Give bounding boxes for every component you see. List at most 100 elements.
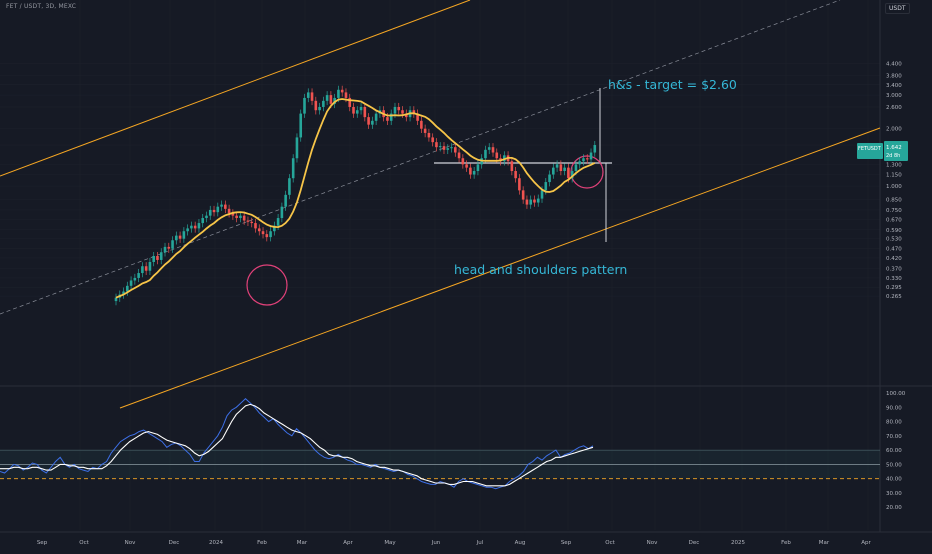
candle-body bbox=[333, 97, 336, 104]
candle-body bbox=[250, 221, 254, 224]
candle-body bbox=[220, 204, 223, 207]
price-tick-label: 0.670 bbox=[886, 217, 902, 223]
grid bbox=[0, 0, 932, 533]
candle-body bbox=[144, 266, 148, 271]
candle-body bbox=[465, 164, 468, 168]
price-tick-label: 1.300 bbox=[886, 162, 902, 168]
time-tick-label: Feb bbox=[781, 540, 791, 546]
candle-body bbox=[175, 235, 178, 241]
rsi-tick-label: 70.00 bbox=[886, 434, 902, 440]
support-circle bbox=[246, 264, 288, 306]
candle-body bbox=[442, 146, 446, 150]
target-annotation: h&s - target = $2.60 bbox=[608, 77, 737, 92]
candle-body bbox=[427, 132, 431, 138]
rsi-tick-label: 80.00 bbox=[886, 420, 902, 426]
time-tick-label: Mar bbox=[819, 540, 830, 546]
price-tick-label: 0.530 bbox=[886, 237, 902, 243]
price-tick-label: 0.470 bbox=[886, 247, 902, 253]
candle-body bbox=[559, 164, 563, 172]
candle-body bbox=[510, 161, 514, 172]
candle-body bbox=[265, 234, 269, 238]
time-axis: Sep Oct Nov Dec 2024 Feb Mar Apr May Jun Jul Aug Sep… bbox=[37, 540, 872, 546]
time-tick-label: Jun bbox=[431, 540, 441, 546]
candle-body bbox=[152, 256, 155, 262]
candle-body bbox=[574, 164, 578, 172]
last-price-tag: FETUSDT 1.642 2d 8h bbox=[857, 141, 908, 161]
candle-body bbox=[269, 231, 272, 238]
candle-body bbox=[389, 113, 393, 121]
channel-upper-line bbox=[0, 0, 471, 177]
candle-body bbox=[216, 206, 220, 213]
candle-body bbox=[137, 273, 140, 278]
candle-body bbox=[555, 164, 559, 168]
candle-body bbox=[461, 158, 465, 165]
time-tick-label: Jul bbox=[476, 540, 484, 546]
candle-body bbox=[163, 246, 167, 253]
candle-body bbox=[367, 117, 370, 125]
candle-body bbox=[420, 120, 423, 129]
price-label-value: 1.642 bbox=[886, 145, 902, 151]
pattern-annotation: head and shoulders pattern bbox=[454, 262, 627, 277]
candle-body bbox=[254, 223, 257, 229]
channel-lower-line bbox=[119, 127, 881, 409]
time-tick-label: 2025 bbox=[731, 540, 745, 546]
candle-body bbox=[348, 97, 352, 107]
symbol-title[interactable]: FET / USDT, 3D, MEXC bbox=[6, 3, 77, 10]
candle-body bbox=[322, 100, 325, 107]
candle-body bbox=[495, 152, 499, 159]
candle-body bbox=[114, 297, 118, 302]
candle-body bbox=[567, 167, 570, 179]
candle-body bbox=[487, 147, 491, 150]
price-tick-label: 0.750 bbox=[886, 208, 902, 214]
price-tick-label: 0.850 bbox=[886, 198, 902, 204]
candle-body bbox=[514, 171, 517, 179]
price-tick-label: 3.000 bbox=[886, 93, 902, 99]
candle-body bbox=[582, 158, 585, 162]
candle-body bbox=[190, 225, 193, 229]
candle-body bbox=[303, 97, 306, 114]
candle-body bbox=[329, 95, 333, 104]
candle-body bbox=[171, 240, 174, 249]
candle-body bbox=[280, 206, 284, 219]
candle-body bbox=[231, 213, 235, 216]
candle-body bbox=[593, 145, 597, 153]
candle-body bbox=[291, 158, 295, 179]
candle-body bbox=[484, 149, 487, 159]
candle-body bbox=[314, 100, 318, 111]
candle-body bbox=[197, 223, 201, 229]
candle-body bbox=[284, 194, 287, 207]
candle-body bbox=[446, 148, 450, 150]
candle-body bbox=[295, 137, 299, 159]
candle-body bbox=[208, 209, 212, 216]
candle-body bbox=[205, 215, 208, 219]
candle-body bbox=[355, 110, 359, 114]
annotations-group: h&s - target = $2.60 head and shoulders … bbox=[454, 77, 737, 277]
candle-body bbox=[178, 235, 182, 239]
time-tick-label: Oct bbox=[79, 540, 89, 546]
candle-body bbox=[540, 190, 544, 199]
candle-body bbox=[521, 190, 525, 200]
time-tick-label: May bbox=[384, 540, 396, 546]
candle-body bbox=[133, 277, 137, 281]
rsi-tick-label: 40.00 bbox=[886, 477, 902, 483]
candle-body bbox=[126, 285, 129, 292]
price-tick-label: 1.000 bbox=[886, 184, 902, 190]
candle-body bbox=[193, 225, 197, 229]
candle-body bbox=[544, 182, 548, 191]
candle-body bbox=[563, 167, 566, 172]
candle-body bbox=[585, 158, 589, 160]
time-tick-label: Mar bbox=[297, 540, 308, 546]
candle-body bbox=[435, 142, 438, 148]
time-tick-label: Apr bbox=[861, 540, 871, 546]
candle-body bbox=[239, 215, 242, 219]
rsi-ma-line bbox=[0, 403, 594, 487]
candle-body bbox=[344, 92, 348, 98]
candle-body bbox=[261, 231, 265, 235]
candle-body bbox=[529, 199, 532, 205]
currency-button[interactable]: USDT bbox=[885, 3, 910, 14]
candle-body bbox=[570, 171, 574, 179]
candle-body bbox=[450, 147, 453, 149]
candle-body bbox=[148, 261, 152, 271]
price-tag-symbol: FETUSDT bbox=[858, 146, 882, 152]
